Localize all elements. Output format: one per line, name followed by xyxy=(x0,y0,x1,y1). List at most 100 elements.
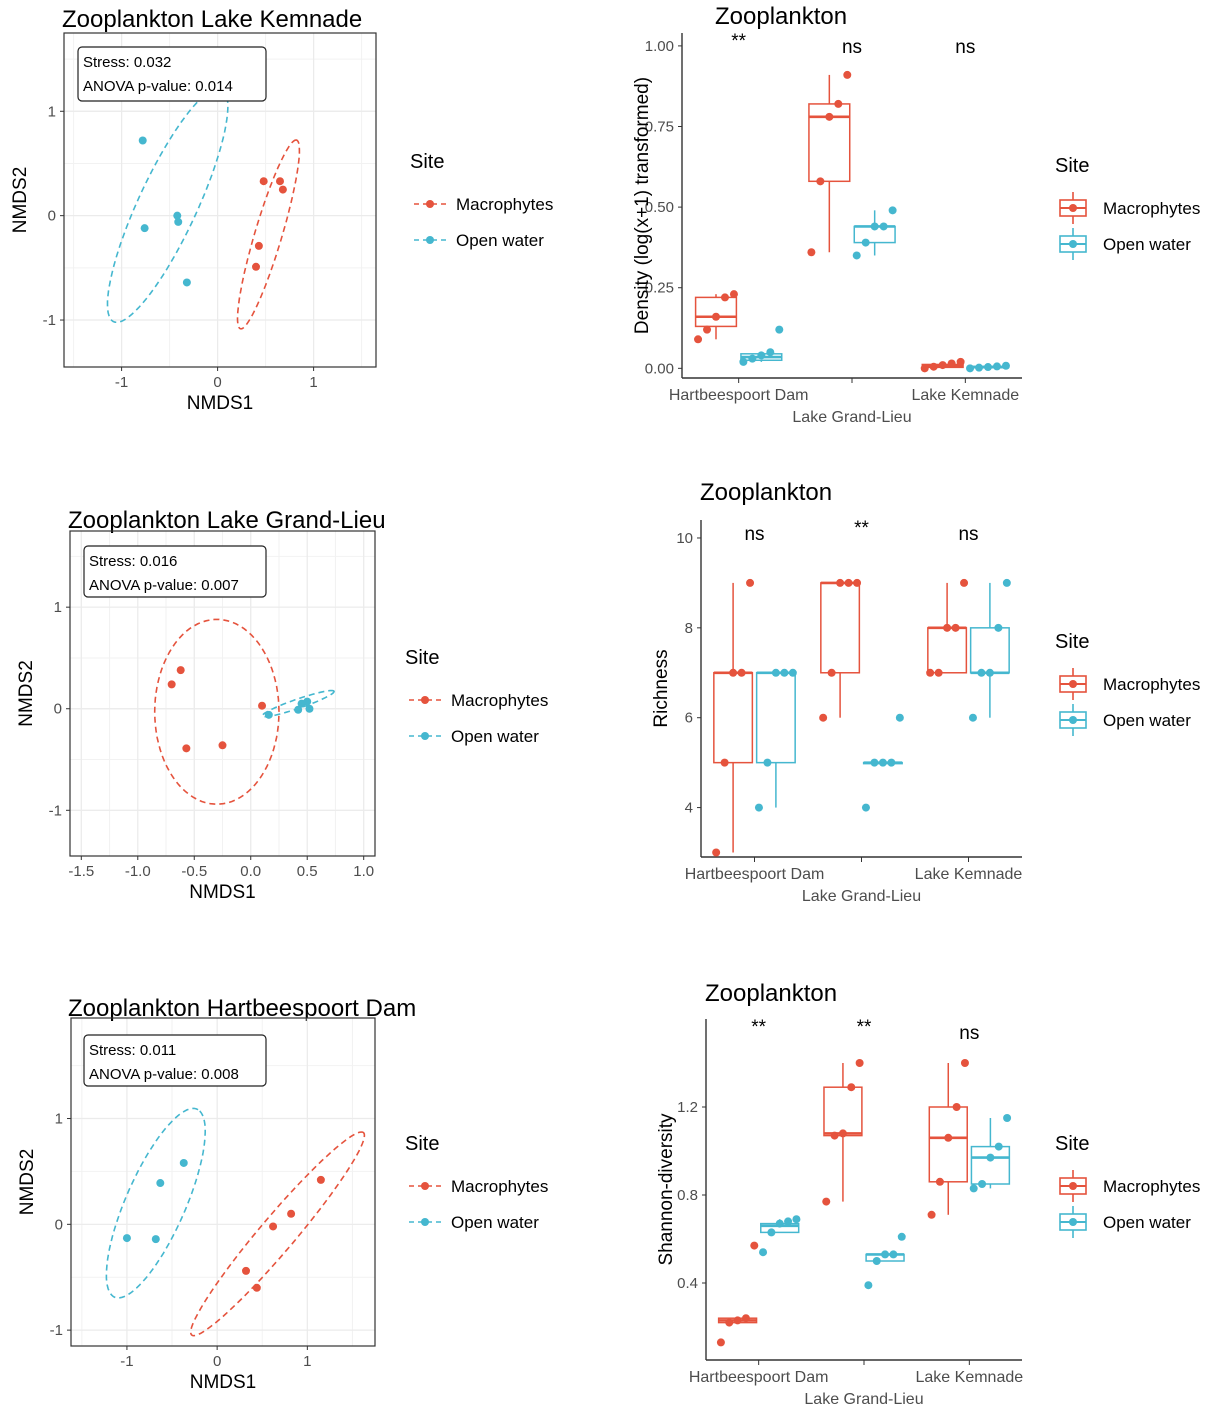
significance-label: ** xyxy=(857,1017,872,1038)
x-tick-label: -1 xyxy=(120,1353,133,1370)
data-point xyxy=(775,326,783,334)
x-axis-title: NMDS1 xyxy=(190,1372,257,1393)
data-point xyxy=(834,100,842,108)
x-tick-label: 1 xyxy=(303,1353,311,1370)
panel-6: Zooplankton0.40.81.2Hartbeespoort DamLak… xyxy=(656,980,1200,1408)
legend-label: Macrophytes xyxy=(1103,675,1200,694)
y-axis-title: NMDS2 xyxy=(17,1149,38,1216)
series-macrophytes xyxy=(712,579,968,857)
x-tick-label: Hartbeespoort Dam xyxy=(685,866,825,883)
panel-2: Zooplankton0.000.250.500.751.00Hartbeesp… xyxy=(632,3,1200,426)
data-point xyxy=(994,624,1002,632)
legend: SiteMacrophytesOpen water xyxy=(405,1133,548,1232)
x-tick-label: -1.0 xyxy=(125,863,151,880)
y-axis-title: NMDS2 xyxy=(10,167,31,234)
stat-box: Stress: 0.032 ANOVA p-value: 0.014 xyxy=(78,47,266,101)
legend-key-point xyxy=(421,1182,429,1190)
chart-title: Zooplankton xyxy=(705,980,837,1007)
data-point xyxy=(152,1235,160,1243)
stress-label: Stress: 0.032 xyxy=(83,54,171,71)
data-point xyxy=(174,218,182,226)
significance-label: ** xyxy=(751,1017,766,1038)
x-axis-title: Lake Grand-Lieu xyxy=(804,1391,923,1408)
y-tick-label: 0 xyxy=(55,1216,63,1233)
data-point xyxy=(303,698,311,706)
series-open-water xyxy=(108,88,228,322)
data-point xyxy=(789,669,797,677)
x-tick-label: 1.0 xyxy=(353,863,374,880)
stat-box: Stress: 0.011ANOVA p-value: 0.008 xyxy=(84,1035,266,1086)
data-point xyxy=(986,669,994,677)
box-iqr xyxy=(696,297,737,326)
y-tick-label: 1.00 xyxy=(645,38,674,55)
confidence-ellipse xyxy=(106,1108,205,1298)
panel-1: Zooplankton Lake Kemnade-101-101NMDS1NMD… xyxy=(10,6,553,414)
legend-label: Open water xyxy=(451,1213,539,1232)
data-point xyxy=(156,1179,164,1187)
data-point xyxy=(966,364,974,372)
data-point xyxy=(819,714,827,722)
data-point xyxy=(898,1233,906,1241)
y-tick-label: 4 xyxy=(685,800,693,817)
data-point xyxy=(873,1257,881,1265)
significance-label: ns xyxy=(955,37,975,58)
data-point xyxy=(1003,579,1011,587)
y-tick-label: 0.4 xyxy=(677,1275,698,1292)
significance-label: ns xyxy=(958,524,978,545)
data-point xyxy=(784,1217,792,1225)
data-point xyxy=(712,849,720,857)
data-point xyxy=(742,1314,750,1322)
data-point xyxy=(766,348,774,356)
y-tick-label: 1 xyxy=(54,599,62,616)
legend-label: Macrophytes xyxy=(456,195,553,214)
x-tick-label: Hartbeespoort Dam xyxy=(689,1369,829,1386)
confidence-ellipse xyxy=(108,88,228,322)
panel-5: Zooplankton Hartbeespoort Dam-101-101NMD… xyxy=(17,995,548,1393)
y-tick-label: 0.00 xyxy=(645,360,674,377)
data-point xyxy=(969,714,977,722)
data-point xyxy=(960,579,968,587)
data-point xyxy=(703,326,711,334)
data-point xyxy=(276,177,284,185)
series-macrophytes xyxy=(238,140,300,329)
y-tick-label: 10 xyxy=(676,530,693,547)
y-tick-label: 0 xyxy=(48,208,56,225)
data-point xyxy=(853,251,861,259)
x-tick-label: Hartbeespoort Dam xyxy=(669,387,809,404)
confidence-ellipse xyxy=(155,619,279,804)
data-point xyxy=(183,278,191,286)
data-point xyxy=(730,290,738,298)
legend-key-point xyxy=(421,1218,429,1226)
legend-label: Macrophytes xyxy=(451,691,548,710)
data-point xyxy=(759,1248,767,1256)
data-point xyxy=(694,335,702,343)
data-point xyxy=(887,759,895,767)
data-point xyxy=(839,1129,847,1137)
x-tick-label: 0 xyxy=(213,374,221,391)
box-iqr xyxy=(821,583,860,673)
data-point xyxy=(729,669,737,677)
data-point xyxy=(748,355,756,363)
data-point xyxy=(862,804,870,812)
data-point xyxy=(896,714,904,722)
data-point xyxy=(943,624,951,632)
data-point xyxy=(828,669,836,677)
data-point xyxy=(961,1059,969,1067)
data-point xyxy=(305,705,313,713)
data-point xyxy=(279,186,287,194)
box-iqr xyxy=(757,673,796,763)
legend: SiteMacrophytesOpen water xyxy=(1055,1133,1200,1238)
box-iqr xyxy=(971,1147,1009,1184)
legend: SiteMacrophytesOpen water xyxy=(405,647,548,746)
data-point xyxy=(889,1250,897,1258)
data-point xyxy=(978,1180,986,1188)
data-point xyxy=(219,741,227,749)
data-point xyxy=(725,1319,733,1327)
x-axis-title: Lake Grand-Lieu xyxy=(802,888,921,905)
data-point xyxy=(816,177,824,185)
anova-label: ANOVA p-value: 0.014 xyxy=(83,78,233,95)
x-tick-label: Lake Kemnade xyxy=(915,866,1023,883)
x-axis-title: Lake Grand-Lieu xyxy=(792,409,911,426)
legend-label: Macrophytes xyxy=(451,1177,548,1196)
data-point xyxy=(763,759,771,767)
